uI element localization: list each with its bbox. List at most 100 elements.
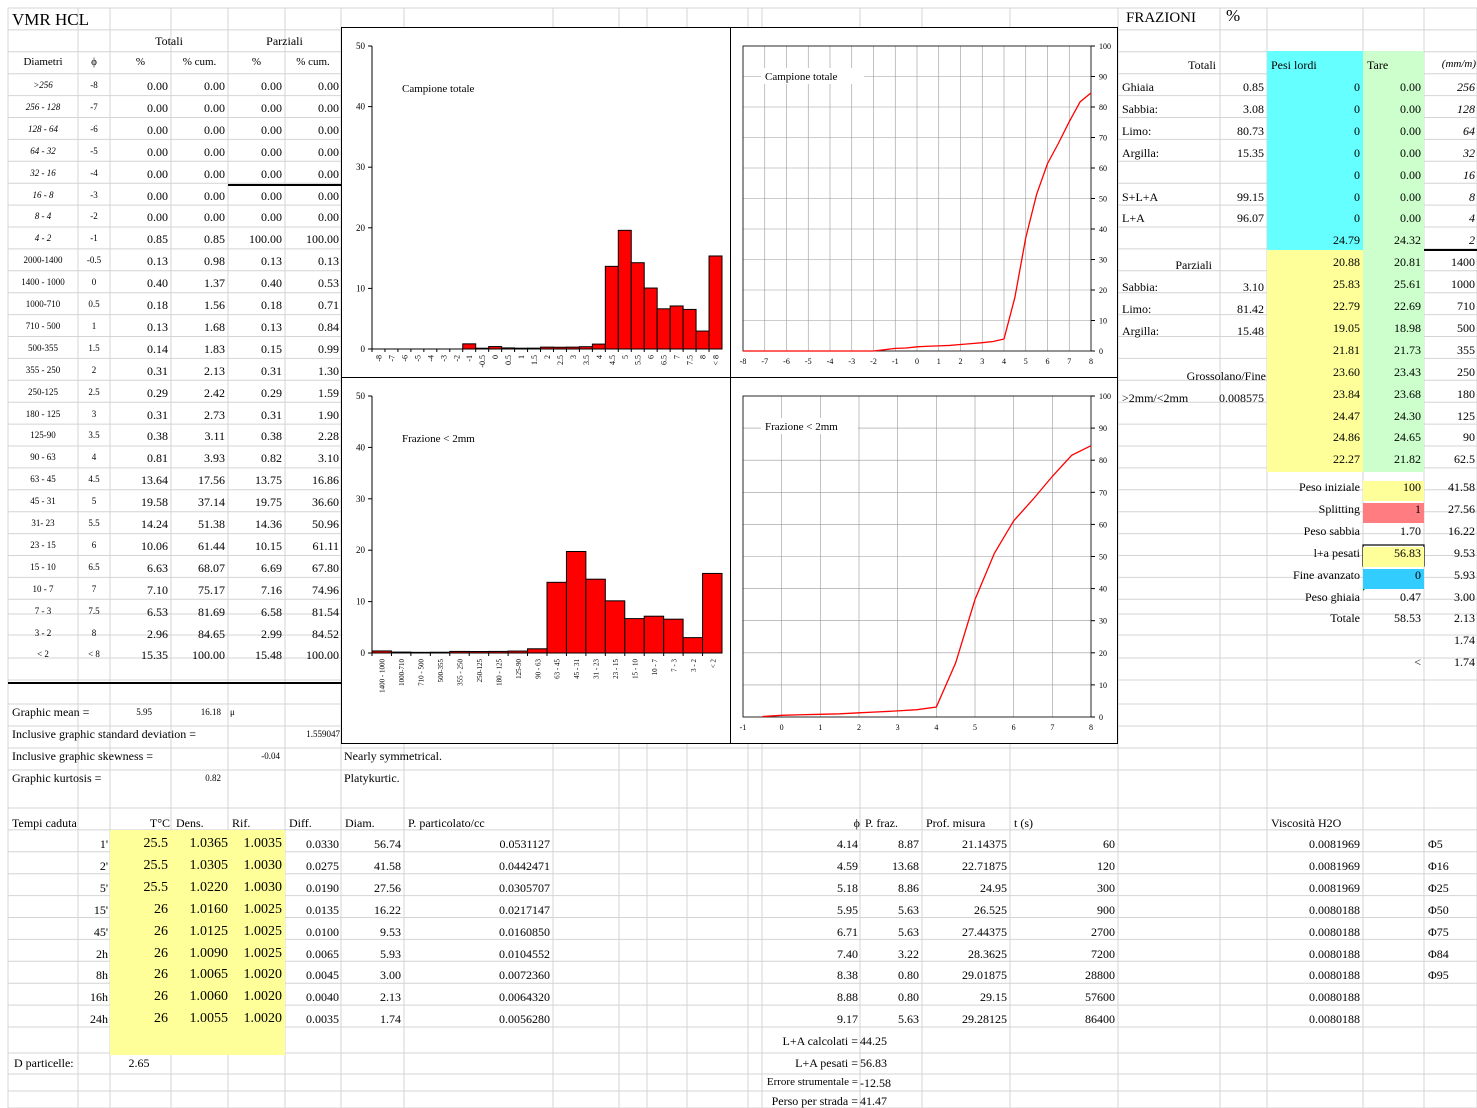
tot-pct-cell[interactable]: 0.13 [147,319,168,334]
par-cum-cell[interactable]: 1.90 [318,407,339,422]
graphic-mean-mu[interactable]: 16.18 [200,707,221,717]
phi-cell[interactable]: 5.95 [837,902,858,917]
summary-value[interactable]: 0.47 [1400,589,1421,604]
par-pct-cell[interactable]: 0.31 [261,407,282,422]
viscosita-cell[interactable]: 0.0080188 [1309,902,1360,917]
la-pesati-value[interactable]: 56.83 [860,1056,887,1070]
summary-label[interactable]: Splitting [1318,501,1360,516]
diam-cell[interactable]: 9.53 [380,924,401,939]
temp-cell[interactable]: 26 [154,967,168,983]
rif-cell[interactable]: 1.0030 [243,879,283,895]
par-pct-cell[interactable]: 13.75 [255,473,282,488]
par-cum-cell[interactable]: 0.00 [318,122,339,137]
tempo-cell[interactable]: 1' [99,837,108,851]
pesi-lordi-cell[interactable]: 19.05 [1333,320,1360,335]
diametri-cell[interactable]: 63 - 45 [30,474,56,485]
phi-cell[interactable]: 1 [91,320,97,331]
viscosita-cell[interactable]: 0.0080188 [1309,990,1360,1005]
pesi-lordi-cell[interactable]: 23.60 [1333,364,1360,379]
tare-cell[interactable]: 24.65 [1394,430,1421,445]
phi-cell[interactable]: 6.71 [837,924,858,939]
par-pct-cell[interactable]: 0.00 [261,166,282,181]
phi-cell[interactable]: 7.40 [837,946,858,961]
phi-cell[interactable]: -6 [90,123,98,134]
summary-mm[interactable]: 41.58 [1448,480,1475,494]
viscosita-cell[interactable]: 0.0081969 [1309,880,1360,895]
par-pct-cell[interactable]: 0.13 [261,254,282,269]
viscosita-cell[interactable]: 0.0080188 [1309,1012,1360,1027]
viscosita-cell[interactable]: 0.0081969 [1309,837,1360,851]
particolato-cell[interactable]: 0.0056280 [499,1012,550,1027]
diametri-cell[interactable]: 10 - 7 [32,583,54,594]
rif-cell[interactable]: 1.0025 [243,945,283,961]
mm-cell[interactable]: 64 [1463,123,1475,138]
micron-symbol[interactable]: μ [230,707,235,717]
tot-cum-cell[interactable]: 2.42 [204,385,225,400]
tot-cum-cell[interactable]: 17.56 [198,473,225,488]
column-header[interactable]: % cum. [182,56,217,68]
par-cum-cell[interactable]: 0.00 [318,79,339,93]
tot-pct-cell[interactable]: 6.63 [147,560,168,575]
par-cum-cell[interactable]: 3.10 [318,451,339,466]
diam-cell[interactable]: 2.13 [380,990,401,1005]
phi-percentile-cell[interactable]: Φ75 [1428,924,1449,939]
tot-cum-cell[interactable]: 100.00 [192,648,225,663]
pesi-lordi-cell[interactable]: 24.47 [1333,408,1360,423]
par-cum-cell[interactable]: 0.00 [318,188,339,203]
tot-pct-cell[interactable]: 0.38 [147,429,168,444]
summary-mm[interactable]: 2.13 [1454,611,1475,626]
diametri-cell[interactable]: 250-125 [28,386,58,397]
par-cum-cell[interactable]: 0.71 [318,298,339,312]
rif-cell[interactable]: 1.0025 [243,901,283,917]
par-cum-cell[interactable]: 1.59 [318,385,339,400]
summary-label[interactable]: Peso ghiaia [1305,589,1360,604]
totali-label[interactable]: Sabbia: [1122,101,1158,116]
tare-cell[interactable]: 0.00 [1400,80,1421,94]
rif-cell[interactable]: 1.0030 [243,857,283,873]
tare-cell[interactable]: 21.73 [1394,342,1421,357]
mm-cell[interactable]: 62.5 [1454,452,1475,467]
par-cum-cell[interactable]: 50.96 [312,517,339,531]
tempi-header[interactable]: Diff. [289,816,312,830]
rif-cell[interactable]: 1.0020 [243,1011,283,1027]
tot-cum-cell[interactable]: 3.93 [204,451,225,466]
phi-cell[interactable]: 4.59 [837,858,858,873]
pesi-lordi-header[interactable]: Pesi lordi [1271,58,1317,72]
diam-cell[interactable]: 27.56 [374,880,401,895]
phi-cell[interactable]: 3.5 [88,430,100,441]
diametri-cell[interactable]: 16 - 8 [32,189,54,200]
phi-cell[interactable]: 3 [91,408,97,419]
phi-cell[interactable]: 8.38 [837,968,858,983]
tot-pct-cell[interactable]: 0.29 [147,385,168,400]
graphic-mean-label[interactable]: Graphic mean = [12,705,90,719]
tot-pct-cell[interactable]: 0.81 [147,451,168,466]
diametri-cell[interactable]: 125-90 [30,430,56,441]
pesi-lordi-cell[interactable]: 0 [1354,80,1360,94]
diam-cell[interactable]: 3.00 [380,968,401,983]
dens-cell[interactable]: 1.0090 [189,945,229,961]
temp-cell[interactable]: 26 [154,923,168,939]
tare-cell[interactable]: 20.81 [1394,255,1421,270]
mm-cell[interactable]: 1000 [1451,277,1475,292]
viscosita-cell[interactable]: 0.0080188 [1309,968,1360,983]
tot-cum-cell[interactable]: 81.69 [198,604,225,619]
phi-cell[interactable]: 8 [91,627,97,638]
phi-cell[interactable]: 5.18 [837,880,858,895]
prof-cell[interactable]: 27.44375 [962,924,1007,939]
mm-cell[interactable]: 355 [1457,342,1475,357]
par-pct-cell[interactable]: 7.16 [261,582,282,597]
tempo-cell[interactable]: 2' [99,858,108,873]
tare-cell[interactable]: 21.82 [1394,452,1421,467]
phi-cell[interactable]: 2.5 [88,386,100,397]
par-cum-cell[interactable]: 0.00 [318,166,339,181]
par-pct-cell[interactable]: 6.69 [261,560,282,575]
mm-cell[interactable]: 1400 [1451,255,1475,270]
phi-cell[interactable]: 4 [91,452,97,463]
par-pct-cell[interactable]: 15.48 [255,648,282,663]
par-pct-cell[interactable]: 19.75 [255,495,282,510]
summary-mm[interactable]: 9.53 [1454,545,1475,560]
diff-cell[interactable]: 0.0045 [306,968,339,983]
errore-label[interactable]: Errore strumentale = [766,1076,858,1088]
tot-cum-cell[interactable]: 75.17 [198,582,225,597]
mm-cell[interactable]: 128 [1457,101,1475,116]
